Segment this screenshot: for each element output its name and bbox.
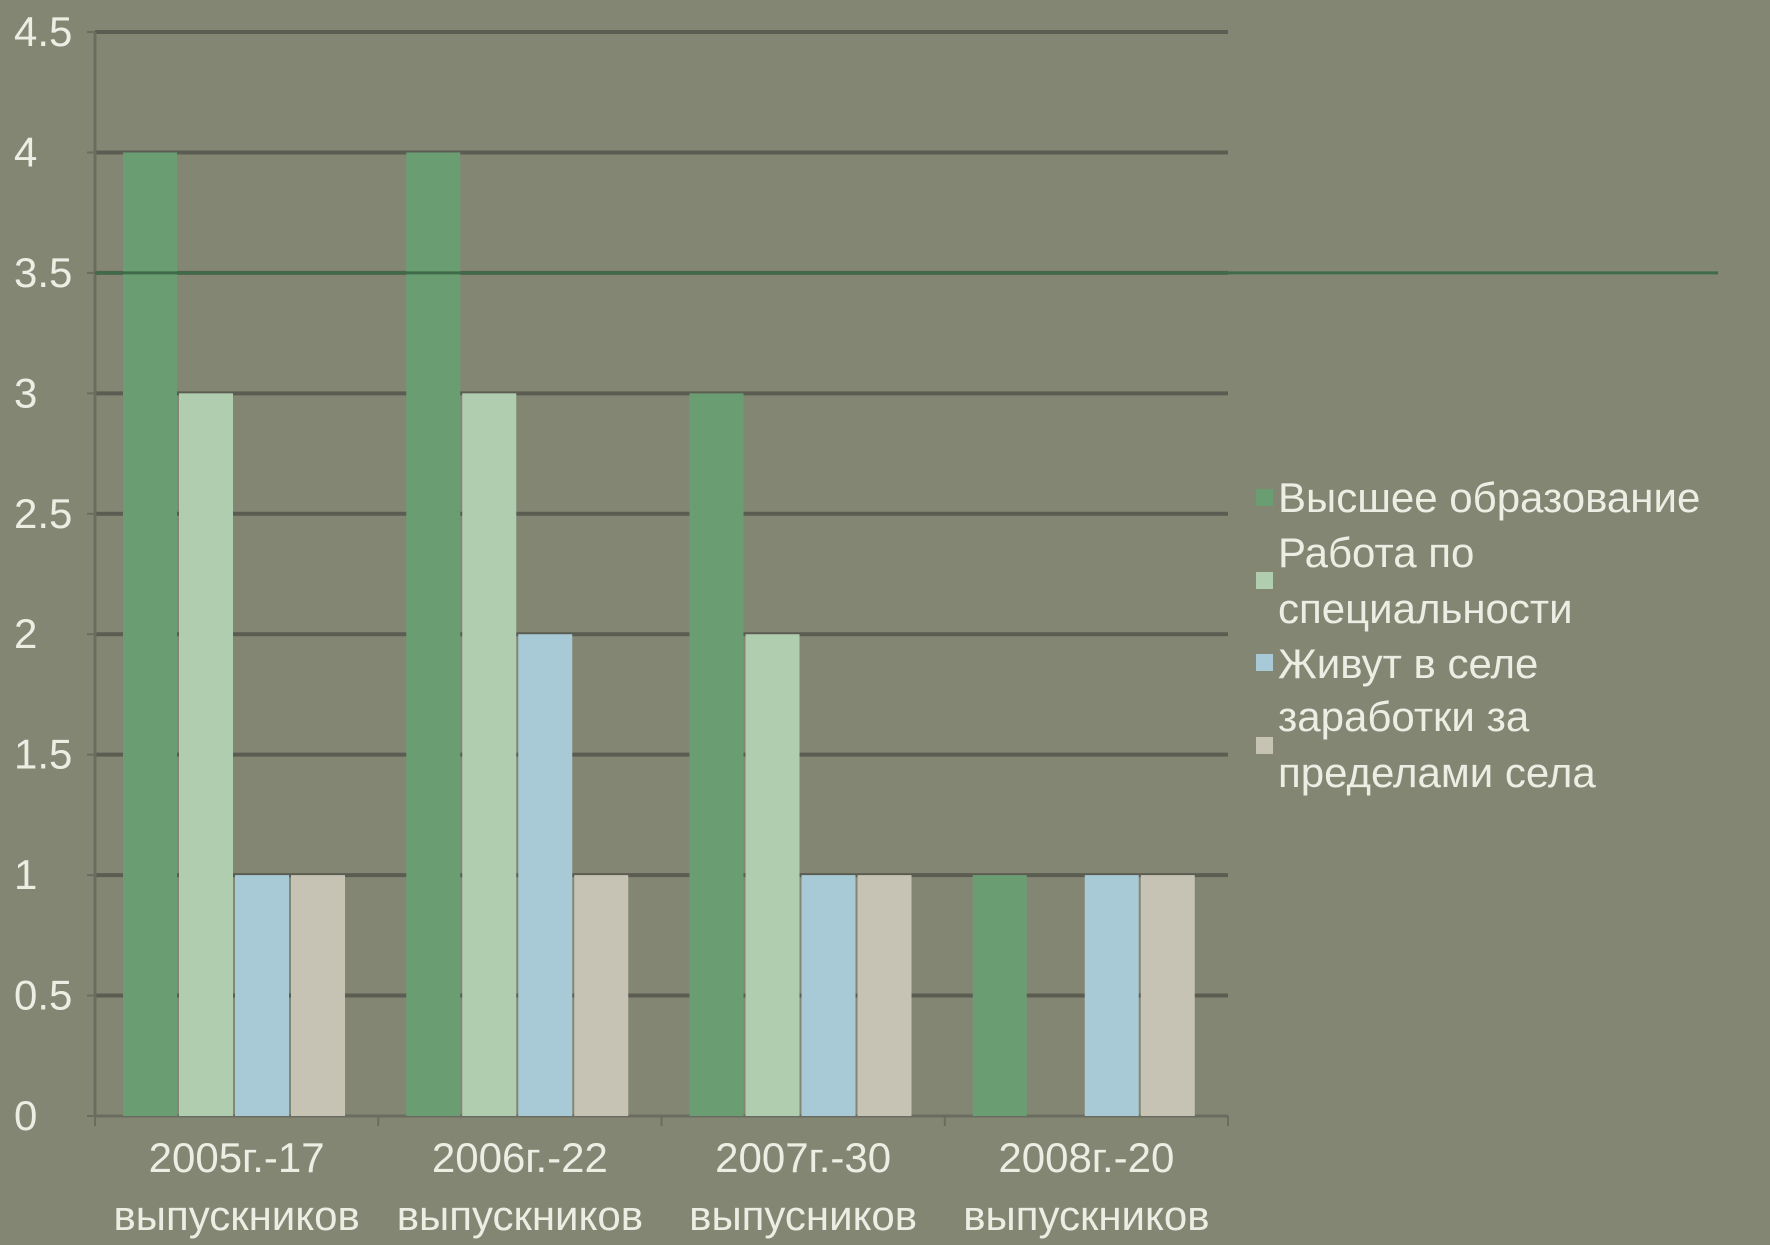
x-category-label: 2005г.-17 — [149, 1134, 325, 1181]
legend-swatch — [1256, 489, 1273, 506]
y-tick-label: 3 — [14, 369, 37, 416]
bar-1-1 — [123, 152, 177, 1116]
legend-label: специальности — [1278, 585, 1573, 632]
x-category-label: выпускников — [113, 1192, 359, 1239]
y-tick-label: 1.5 — [14, 731, 72, 778]
x-category-label: 2008г.-20 — [998, 1134, 1174, 1181]
bar-3-2 — [518, 634, 573, 1116]
x-category-label: выпусников — [689, 1192, 917, 1239]
x-category-label: 2006г.-22 — [432, 1134, 608, 1181]
bar-1-4 — [972, 875, 1027, 1116]
legend-label: заработки за — [1278, 693, 1530, 740]
bar-3-3 — [801, 875, 856, 1116]
x-category-label: выпускников — [963, 1192, 1209, 1239]
legend-label: Живут в селе — [1278, 640, 1538, 687]
bar-1-3 — [689, 393, 744, 1116]
legend-label: пределами села — [1278, 749, 1596, 796]
y-tick-label: 3.5 — [14, 249, 72, 296]
legend-swatch — [1256, 654, 1273, 671]
bar-4-3 — [857, 875, 912, 1116]
bar-4-2 — [574, 875, 629, 1116]
bar-3-1 — [235, 875, 289, 1116]
legend-label: Работа по — [1278, 529, 1474, 576]
bar-1-2 — [406, 152, 461, 1116]
y-tick-label: 2.5 — [14, 490, 72, 537]
legend-label: Высшее образование — [1278, 474, 1700, 521]
y-tick-label: 0.5 — [14, 972, 72, 1019]
bar-4-1 — [291, 875, 345, 1116]
bar-2-3 — [745, 634, 800, 1116]
legend-swatch — [1256, 572, 1273, 589]
bar-3-4 — [1084, 875, 1139, 1116]
bar-2-1 — [179, 393, 233, 1116]
bar-2-2 — [462, 393, 517, 1116]
y-tick-label: 4.5 — [14, 8, 72, 55]
y-tick-label: 4 — [14, 128, 37, 175]
legend-swatch — [1256, 737, 1273, 754]
x-category-label: 2007г.-30 — [715, 1134, 891, 1181]
y-tick-label: 2 — [14, 610, 37, 657]
bar-4-4 — [1140, 875, 1195, 1116]
x-category-label: выпускников — [397, 1192, 643, 1239]
y-tick-label: 1 — [14, 851, 37, 898]
y-tick-label: 0 — [14, 1092, 37, 1139]
